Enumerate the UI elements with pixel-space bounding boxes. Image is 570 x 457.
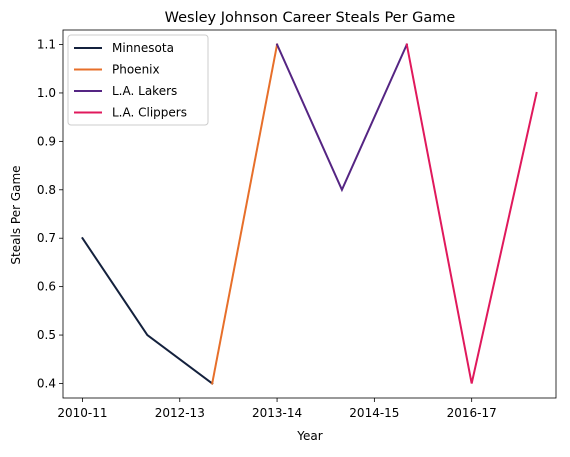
legend-label-2: L.A. Lakers [112,84,177,98]
legend-box [67,34,209,126]
series-line-3 [405,43,538,384]
legend-label-1: Phoenix [112,63,160,77]
x-tick-label: 2014-15 [349,406,399,420]
x-axis-title: Year [296,429,322,443]
y-tick-label: 0.7 [37,231,56,245]
x-tick-label: 2010-11 [57,406,107,420]
y-tick-label: 0.9 [37,134,56,148]
y-tick-label: 0.4 [37,376,56,390]
axes-layer: 0.4 0.5 0.6 0.7 0.8 0.9 1.0 1.1 2010-11 2012-13 20… [37,29,557,420]
series-line-0 [81,236,214,385]
y-tick-label: 1.0 [37,86,56,100]
series-layer [81,43,538,385]
x-tick-label: 2012-13 [155,406,205,420]
legend-label-3: L.A. Clippers [112,106,187,120]
x-tick-label: 2016-17 [447,406,497,420]
y-tick-label: 0.6 [37,280,56,294]
legend: Minnesota Phoenix L.A. Lakers L.A. Clippers [67,34,209,126]
y-tick-label: 0.5 [37,328,56,342]
series-line-1 [211,43,279,385]
chart-title: Wesley Johnson Career Steals Per Game [165,10,456,26]
y-tick-label: 1.1 [37,38,56,52]
y-tick-label: 0.8 [37,183,56,197]
y-axis-title: Steals Per Game [9,165,23,264]
series-line-2 [275,43,409,193]
legend-label-0: Minnesota [112,41,174,55]
axes-frame [62,29,557,399]
x-tick-label: 2013-14 [252,406,302,420]
